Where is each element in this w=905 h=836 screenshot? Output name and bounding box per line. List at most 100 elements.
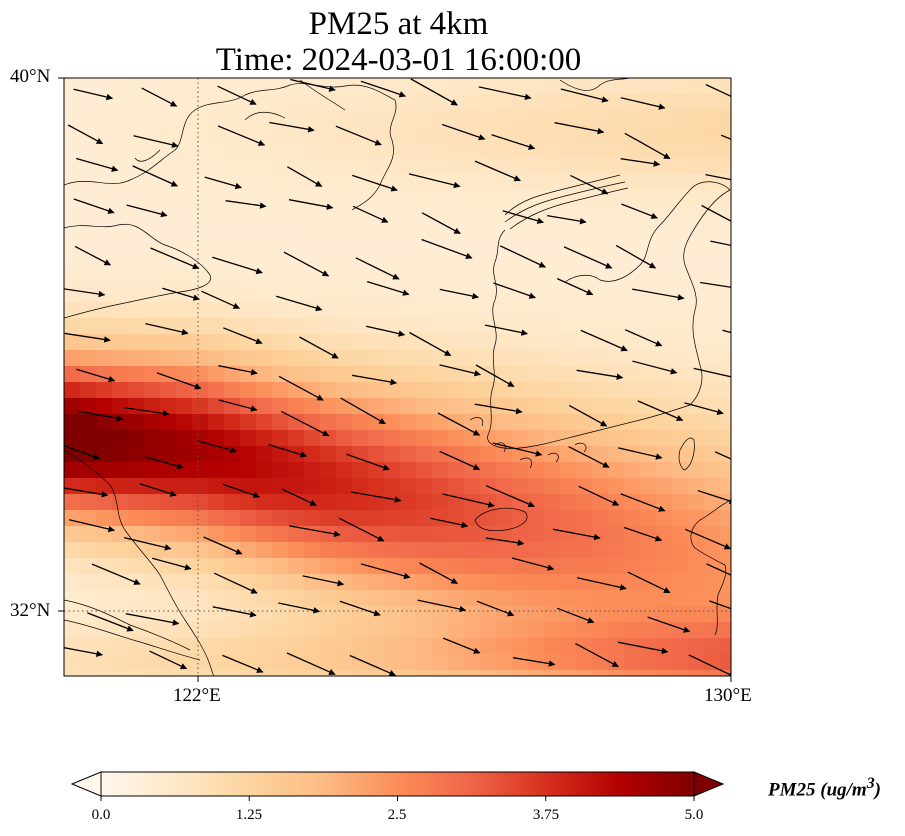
pm25-cell (64, 190, 81, 207)
pm25-cell (384, 126, 401, 143)
pm25-cell (192, 334, 209, 351)
pm25-cell (304, 430, 321, 447)
pm25-cell (288, 126, 305, 143)
pm25-cell (176, 350, 193, 367)
pm25-cell (192, 302, 209, 319)
wind-arrow (339, 517, 385, 542)
pm25-cell (208, 206, 225, 223)
pm25-cell (368, 558, 385, 575)
wind-arrow (64, 332, 111, 343)
pm25-cell (208, 606, 225, 623)
pm25-cell (640, 670, 657, 676)
pm25-cell (576, 126, 593, 143)
pm25-cell (656, 334, 673, 351)
pm25-cell (144, 206, 161, 223)
pm25-cell (704, 446, 721, 463)
pm25-cell (304, 142, 321, 159)
pm25-cell (672, 190, 689, 207)
pm25-cell (448, 318, 465, 335)
pm25-cell (80, 558, 97, 575)
pm25-cell (464, 542, 481, 559)
pm25-cell (160, 270, 177, 287)
pm25-cell (224, 174, 241, 191)
wind-arrow (684, 402, 724, 416)
pm25-cell (304, 222, 321, 239)
pm25-cell (336, 462, 353, 479)
pm25-cell (688, 478, 705, 495)
pm25-cell (368, 318, 385, 335)
pm25-cell (368, 510, 385, 527)
pm25-cell (208, 302, 225, 319)
pm25-cell (496, 142, 513, 159)
pm25-cell (320, 302, 337, 319)
pm25-cell (272, 334, 289, 351)
pm25-cell (592, 638, 609, 655)
wind-arrow (123, 407, 170, 417)
pm25-cell (176, 222, 193, 239)
pm25-cell (512, 606, 529, 623)
pm25-cell (704, 142, 721, 159)
pm25-cell (672, 446, 689, 463)
pm25-cell (64, 206, 81, 223)
pm25-cell (720, 78, 731, 95)
pm25-cell (368, 110, 385, 127)
pm25-cell (256, 142, 273, 159)
pm25-cell (64, 430, 81, 447)
pm25-cell (704, 254, 721, 271)
pm25-cell (176, 206, 193, 223)
pm25-cell (624, 638, 641, 655)
pm25-cell (208, 638, 225, 655)
pm25-cell (352, 286, 369, 303)
pm25-cell (720, 334, 731, 351)
pm25-cell (352, 430, 369, 447)
pm25-cell (144, 366, 161, 383)
pm25-cell (720, 174, 731, 191)
pm25-cell (480, 110, 497, 127)
pm25-cell (496, 398, 513, 415)
pm25-cell (544, 270, 561, 287)
pm25-cell (304, 254, 321, 271)
pm25-cell (384, 158, 401, 175)
pm25-cell (544, 286, 561, 303)
pm25-cell (672, 270, 689, 287)
pm25-cell (176, 510, 193, 527)
pm25-cell (112, 398, 129, 415)
pm25-cell (208, 270, 225, 287)
pm25-cell (240, 190, 257, 207)
pm25-cell (352, 238, 369, 255)
pm25-cell (528, 334, 545, 351)
wind-arrow (546, 214, 587, 225)
pm25-cell (496, 206, 513, 223)
pm25-cell (400, 398, 417, 415)
pm25-cell (544, 590, 561, 607)
pm25-cell (80, 158, 97, 175)
pm25-cell (704, 574, 721, 591)
pm25-cell (144, 670, 161, 676)
pm25-cell (272, 142, 289, 159)
pm25-cell (640, 174, 657, 191)
pm25-cell (512, 286, 529, 303)
pm25-cell (192, 542, 209, 559)
pm25-cell (576, 382, 593, 399)
pm25-cell (512, 126, 529, 143)
pm25-cell (528, 510, 545, 527)
pm25-cell (496, 238, 513, 255)
pm25-cell (80, 670, 97, 676)
pm25-cell (80, 286, 97, 303)
pm25-cell (624, 398, 641, 415)
pm25-cell (384, 238, 401, 255)
pm25-cell (720, 206, 731, 223)
pm25-cell (672, 206, 689, 223)
pm25-cell (208, 622, 225, 639)
yangtze-estuary (64, 599, 201, 661)
pm25-cell (416, 270, 433, 287)
pm25-cell (640, 398, 657, 415)
pm25-cell (288, 302, 305, 319)
pm25-cell (176, 78, 193, 95)
wind-arrow (697, 489, 731, 505)
pm25-cell (368, 126, 385, 143)
pm25-cell (624, 238, 641, 255)
pm25-cell (720, 158, 731, 175)
pm25-cell (224, 110, 241, 127)
pm25-cell (240, 526, 257, 543)
